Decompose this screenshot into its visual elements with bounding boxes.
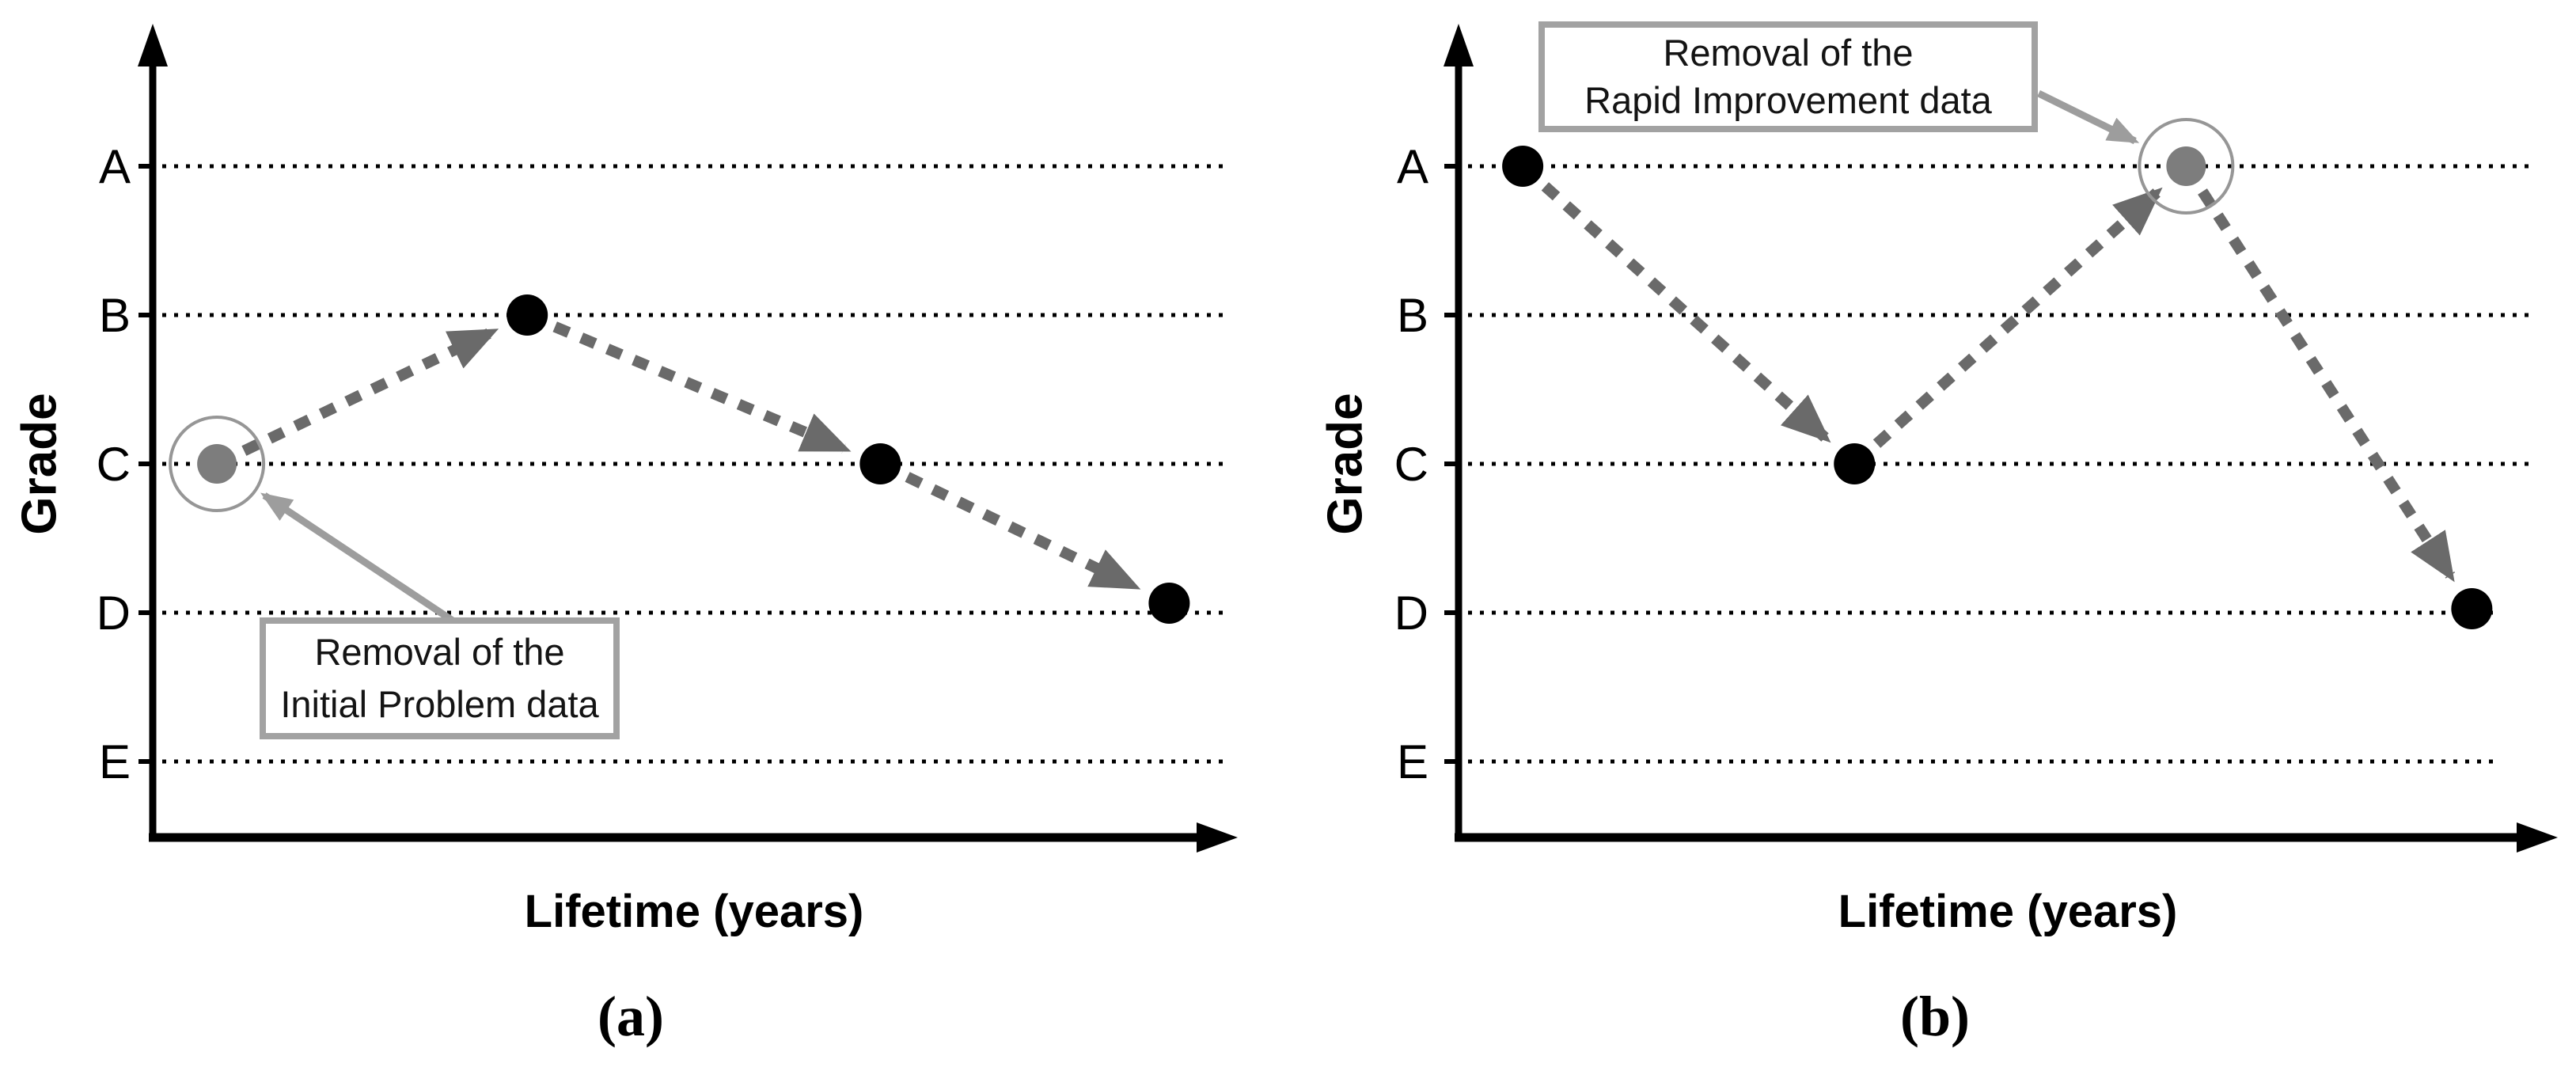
x-axis-title-b: Lifetime (years) [1838, 886, 2178, 937]
removed-point-ring [169, 416, 266, 512]
data-point [1148, 583, 1190, 624]
y-tick-label-A: A [1397, 140, 1428, 193]
annotation-arrow [260, 492, 457, 625]
removed-data-point [197, 444, 237, 484]
y-axis-arrow-icon [1444, 24, 1474, 66]
y-axis-title-b: Grade [1318, 393, 1373, 535]
data-point [2451, 588, 2493, 629]
chart-a-plot-area: A B C D E [97, 140, 1225, 788]
panel-caption-a: (a) [598, 985, 664, 1048]
trend-arrow-segment [2198, 188, 2456, 583]
trend-arrow-segment [552, 321, 852, 454]
annotation-text-line: Removal of the [1663, 32, 1914, 74]
y-tick-label-B: B [1397, 289, 1428, 342]
trend-arrow-segment [1541, 182, 1831, 443]
y-tick-label-D: D [97, 587, 131, 640]
x-axis-arrow-icon [2517, 822, 2558, 853]
trend-arrow-segment [1872, 187, 2163, 448]
removed-point-ring [2138, 118, 2235, 215]
data-point [859, 443, 901, 484]
data-point [506, 294, 548, 336]
y-tick-label-A: A [99, 140, 131, 193]
annotation-arrow [2037, 89, 2140, 145]
annotation-text-line: Rapid Improvement data [1584, 79, 1992, 121]
y-tick-label-C: C [97, 438, 131, 491]
chart-b-plot-area: A B C D E [1394, 89, 2529, 788]
chart-b: A B C D E [1394, 24, 2558, 853]
data-point [1834, 443, 1876, 484]
annotation-box-b: Removal of the Rapid Improvement data [1538, 21, 2038, 132]
trend-arrow-segment [241, 327, 499, 456]
y-axis-arrow-icon [138, 24, 168, 66]
annotation-box-a: Removal of the Initial Problem data [260, 617, 620, 739]
x-axis-title-a: Lifetime (years) [524, 886, 864, 937]
removed-data-point [2166, 146, 2206, 186]
annotation-text-line: Removal of the [314, 631, 565, 673]
y-tick-label-C: C [1394, 438, 1428, 491]
annotation-text-line: Initial Problem data [280, 683, 599, 725]
chart-a: A B C D E [97, 24, 1238, 853]
y-tick-label-B: B [99, 289, 131, 342]
data-point [1502, 146, 1544, 187]
panel-caption-b: (b) [1900, 985, 1970, 1048]
x-axis-arrow-icon [1197, 822, 1238, 853]
y-tick-label-E: E [99, 735, 131, 788]
y-tick-label-E: E [1397, 735, 1428, 788]
y-tick-label-D: D [1394, 587, 1428, 640]
trend-arrow-segment [905, 472, 1141, 591]
y-axis-title-a: Grade [12, 393, 67, 535]
